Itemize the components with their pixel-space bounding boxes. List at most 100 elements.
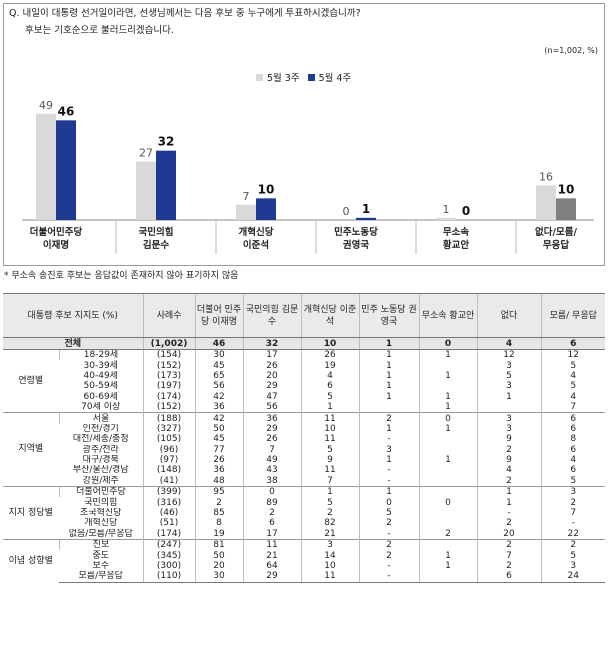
table-cell: 2 [476, 539, 541, 551]
table-cell: 2 [476, 475, 541, 487]
table-cell: 1 [358, 349, 419, 361]
table-cell: 1 [358, 381, 419, 392]
total-cell: 4 [476, 337, 541, 350]
total-cell: 1 [358, 337, 419, 350]
table-cell: 47 [242, 391, 301, 402]
table-row: 70세 이상 (152) 36 56 1 1 7 [3, 401, 605, 413]
row-label: 조국혁신당 [80, 508, 122, 519]
table-cell: 26 [242, 360, 301, 371]
table-cell: 1 [476, 391, 541, 402]
table-cell: (152) [142, 360, 195, 371]
table-cell: 1 [358, 391, 419, 402]
table-cell: 5 [358, 507, 419, 519]
header-lee: 더불어 민주당 이재명 [194, 293, 243, 338]
table-cell: 20 [476, 528, 541, 540]
table-cell: 36 [194, 401, 243, 413]
table-cell: 9 [476, 454, 541, 466]
row-label: 30-39세 [83, 360, 118, 371]
table-cell: 5 [300, 444, 359, 455]
table-cell: 29 [242, 571, 301, 583]
table-cell: (173) [142, 370, 195, 382]
table-cell: 21 [242, 550, 301, 561]
table-cell: 1 [300, 486, 359, 498]
category-label-5-0: 없다/모름/ [535, 226, 577, 238]
table-cell: 4 [540, 391, 605, 402]
table-row: 보수 (300) 20 64 10-1 2 3 [3, 560, 605, 572]
table-cell: 26 [300, 349, 359, 361]
header-hwang: 무소속 황교안 [418, 293, 477, 338]
table-cell: (300) [142, 560, 195, 572]
table-cell [418, 381, 477, 392]
table-cell: 82 [300, 518, 359, 529]
table-cell [418, 434, 477, 445]
total-cell: 6 [540, 337, 605, 350]
total-cell: 46 [194, 337, 243, 350]
data-label-week3-4: 1 [443, 203, 450, 216]
row-label: 40-49세 [83, 370, 118, 381]
category-label-1-0: 국민의힘 [139, 226, 174, 238]
question-text: Q. 내일이 대통령 선거일이라면, 선생님께서는 다음 후보 중 누구에게 투… [9, 8, 361, 19]
header-none: 없다 [476, 293, 541, 338]
table-cell: 11 [300, 434, 359, 445]
table-cell: 95 [194, 486, 243, 498]
table-cell: (247) [142, 539, 195, 551]
table-cell: (345) [142, 550, 195, 561]
bar-week3-2 [236, 204, 256, 220]
table-cell: 24 [540, 571, 605, 583]
table-cell: 21 [300, 528, 359, 540]
table-cell: 36 [194, 465, 243, 476]
table-cell: 2 [300, 507, 359, 519]
group-label: 지역별 [3, 412, 59, 487]
bar-week3-5 [536, 185, 556, 220]
bar-week4-3 [356, 217, 376, 220]
table-cell [418, 539, 477, 551]
table-cell: 14 [300, 550, 359, 561]
table-row: 국민의힘 (316) 2 89 5 0 0 1 2 [3, 497, 605, 508]
table-cell: 2 [418, 528, 477, 540]
table-cell: 3 [540, 486, 605, 498]
table-cell: 1 [418, 454, 477, 466]
table-cell: 3 [476, 412, 541, 424]
table-cell: 5 [540, 475, 605, 487]
table-cell: 65 [194, 370, 243, 382]
table-cell: 48 [194, 475, 243, 487]
bar-week4-0 [56, 120, 76, 220]
table-cell: 1 [358, 370, 419, 382]
table-cell: 2 [476, 518, 541, 529]
table-cell: 3 [358, 444, 419, 455]
table-cell: 89 [242, 497, 301, 508]
table-cell: 1 [476, 486, 541, 498]
data-label-week4-0: 46 [58, 104, 75, 118]
row-label: 18-29세 [58, 349, 143, 361]
table-cell: 43 [242, 465, 301, 476]
category-label-0-0: 더불어민주당 [30, 226, 83, 238]
table-cell: 17 [242, 528, 301, 540]
table-cell: 1 [358, 423, 419, 435]
category-label-4-1: 황교안 [443, 239, 469, 251]
question-note: 후보는 기호순으로 불러드리겠습니다. [25, 25, 174, 36]
category-label-2-0: 개혁신당 [239, 226, 274, 238]
table-cell: 0 [418, 412, 477, 424]
table-cell: 5 [540, 360, 605, 371]
header-dk: 모름/ 무응답 [540, 293, 605, 338]
row-label: 더불어민주당 [58, 486, 143, 498]
table-cell: (399) [142, 486, 195, 498]
table-cell: 6 [540, 423, 605, 435]
table-row-total: 전체 (1,002) 46 32 10 1 0 4 6 [3, 337, 605, 350]
table-cell: (174) [142, 391, 195, 402]
bar-week4-2 [256, 198, 276, 220]
table-cell: 50 [194, 550, 243, 561]
table-row: 개혁신당 (51) 8 6 82 2 2- [3, 518, 605, 529]
table-cell: 11 [300, 412, 359, 424]
table-row: 40-49세 (173) 65 20 4 1 1 5 4 [3, 370, 605, 382]
row-label: 대구/경북 [82, 455, 119, 466]
table-cell: 2 [476, 560, 541, 572]
bar-week3-1 [136, 161, 156, 220]
table-cell: 4 [476, 465, 541, 476]
table-cell: 1 [418, 349, 477, 361]
category-label-2-1: 이준석 [243, 239, 269, 251]
total-cell: 0 [418, 337, 477, 350]
chart-legend: 5월 3주 5월 4주 [256, 70, 351, 84]
table-cell: 2 [194, 497, 243, 508]
table-cell: 1 [418, 423, 477, 435]
